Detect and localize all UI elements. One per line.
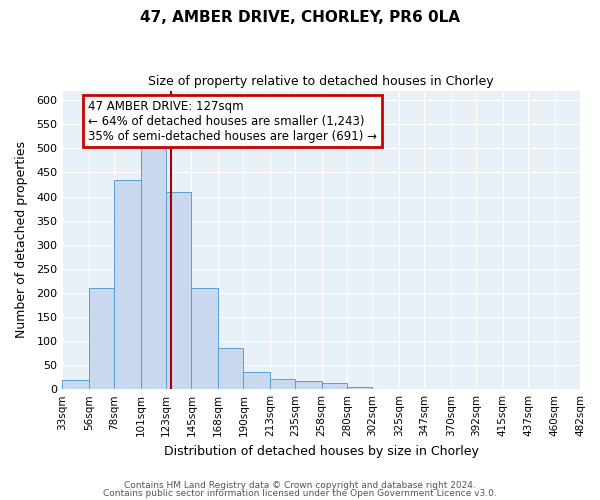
- Title: Size of property relative to detached houses in Chorley: Size of property relative to detached ho…: [148, 75, 494, 88]
- Bar: [166, 192, 191, 389]
- Bar: [347, 387, 373, 389]
- Text: 47 AMBER DRIVE: 127sqm
← 64% of detached houses are smaller (1,243)
35% of semi-: 47 AMBER DRIVE: 127sqm ← 64% of detached…: [88, 100, 377, 142]
- Bar: [244, 372, 270, 389]
- Bar: [114, 180, 141, 389]
- Bar: [295, 380, 322, 389]
- Bar: [89, 288, 114, 389]
- Bar: [191, 288, 218, 389]
- Bar: [141, 148, 166, 389]
- Bar: [580, 388, 600, 389]
- Bar: [322, 383, 347, 389]
- Bar: [218, 348, 244, 389]
- Bar: [270, 378, 295, 389]
- Text: Contains public sector information licensed under the Open Government Licence v3: Contains public sector information licen…: [103, 488, 497, 498]
- Y-axis label: Number of detached properties: Number of detached properties: [15, 142, 28, 338]
- X-axis label: Distribution of detached houses by size in Chorley: Distribution of detached houses by size …: [164, 444, 479, 458]
- Text: 47, AMBER DRIVE, CHORLEY, PR6 0LA: 47, AMBER DRIVE, CHORLEY, PR6 0LA: [140, 10, 460, 25]
- Bar: [62, 380, 89, 389]
- Text: Contains HM Land Registry data © Crown copyright and database right 2024.: Contains HM Land Registry data © Crown c…: [124, 481, 476, 490]
